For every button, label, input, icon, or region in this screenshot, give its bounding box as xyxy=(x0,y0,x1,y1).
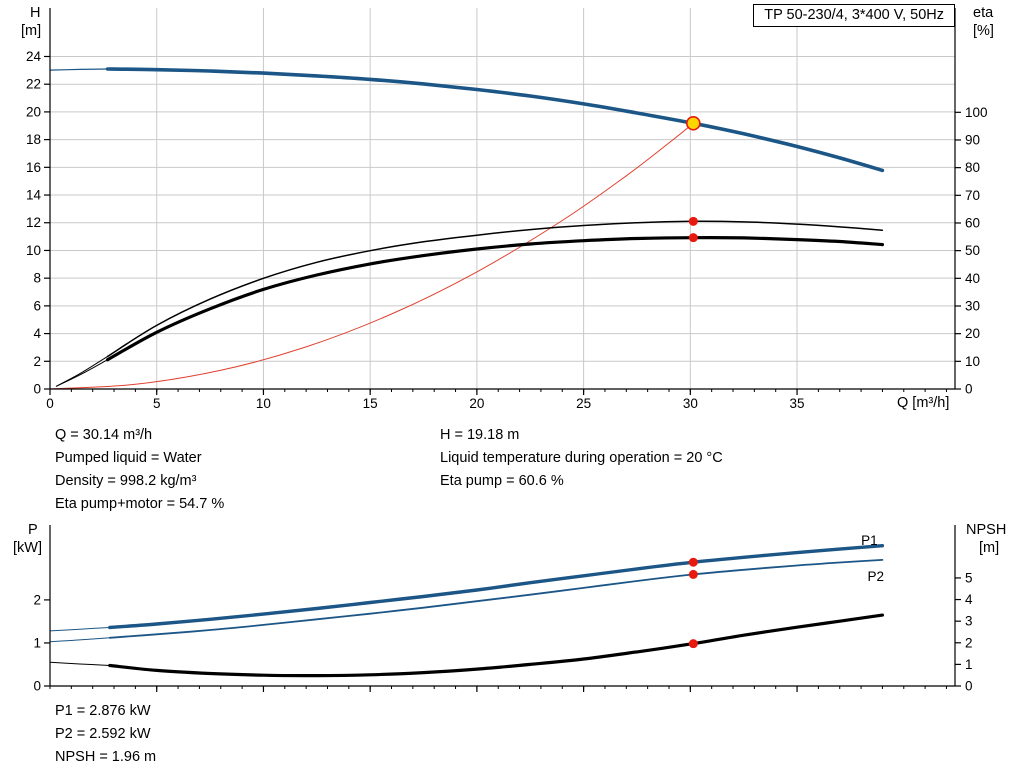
y-right-tick-label: 70 xyxy=(965,188,980,203)
p-axis-label: P xyxy=(28,522,38,538)
info-density: Density = 998.2 kg/m³ xyxy=(55,473,197,489)
h-q-curve xyxy=(105,67,885,173)
y-left-tick-label: 22 xyxy=(26,77,41,92)
y-right-tick-label: 3 xyxy=(965,614,973,629)
eta-pump-motor-curve xyxy=(106,236,884,362)
p-axis-unit: [kW] xyxy=(13,540,42,556)
y-left-tick-label: 0 xyxy=(33,382,41,397)
y-right-tick-label: 90 xyxy=(965,132,980,147)
x-tick-label: 35 xyxy=(790,396,805,411)
h-axis-label: H xyxy=(30,5,41,21)
q-axis-label: Q [m³/h] xyxy=(897,395,950,411)
info-h: H = 19.18 m xyxy=(440,427,520,443)
npsh-point xyxy=(688,639,698,649)
y-left-tick-label: 20 xyxy=(26,104,41,119)
x-tick-label: 5 xyxy=(153,396,161,411)
h-axis-unit: [m] xyxy=(21,23,42,39)
y-right-tick-label: 0 xyxy=(965,382,973,397)
power-info-column: P1 = 2.876 kW P2 = 2.592 kW NPSH = 1.96 … xyxy=(55,700,156,769)
y-left-tick-label: 0 xyxy=(33,679,41,694)
x-tick-label: 10 xyxy=(256,396,271,411)
y-left-tick-label: 24 xyxy=(26,49,42,64)
y-left-tick-label: 4 xyxy=(33,326,41,341)
y-right-tick-label: 0 xyxy=(965,679,973,694)
y-left-tick-label: 1 xyxy=(33,635,41,650)
x-tick-label: 20 xyxy=(469,396,484,411)
curve-label-p2: P2 xyxy=(867,569,884,584)
eta-pump-motor-leader xyxy=(55,359,109,387)
p1-leader xyxy=(49,627,111,632)
npsh-axis-unit: [m] xyxy=(979,540,1000,556)
eta-axis-label: eta xyxy=(973,5,994,21)
x-tick-label: 15 xyxy=(363,396,378,411)
y-left-tick-label: 12 xyxy=(26,215,41,230)
p1-point xyxy=(688,557,698,567)
y-right-tick-label: 60 xyxy=(965,215,980,230)
y-left-tick-label: 2 xyxy=(33,354,41,369)
curve-label-p1: P1 xyxy=(861,533,878,548)
y-left-tick-label: 2 xyxy=(33,592,41,607)
y-right-tick-label: 20 xyxy=(965,326,980,341)
duty-info-column-1: Q = 30.14 m³/h Pumped liquid = Water Den… xyxy=(55,424,224,516)
npsh-leader xyxy=(49,661,111,666)
y-left-tick-label: 10 xyxy=(26,243,41,258)
chart-group: 0 1 2 0 1 2 3 4 5 P1 P2 xyxy=(33,525,973,694)
info-npsh: NPSH = 1.96 m xyxy=(55,749,157,765)
y-right-tick-label: 2 xyxy=(965,635,973,650)
y-right-tick-label: 4 xyxy=(965,592,973,607)
eta-axis-unit: [%] xyxy=(973,23,994,39)
p1-curve xyxy=(108,544,885,630)
y-right-tick-label: 10 xyxy=(965,354,980,369)
info-p1: P1 = 2.876 kW xyxy=(55,703,151,719)
npsh-axis-label: NPSH xyxy=(966,522,1007,538)
y-left-tick-label: 16 xyxy=(26,160,41,175)
system-curve xyxy=(49,122,694,390)
h-q-leader xyxy=(49,68,109,71)
eta-pump-motor-point xyxy=(688,233,698,243)
duty-info-column-2: H = 19.18 m Liquid temperature during op… xyxy=(440,424,723,493)
info-liquid-temperature: Liquid temperature during operation = 20… xyxy=(440,450,723,466)
x-tick-label: 25 xyxy=(576,396,591,411)
eta-pump-point xyxy=(688,216,698,226)
y-left-tick-label: 14 xyxy=(26,188,42,203)
y-right-tick-label: 100 xyxy=(965,105,988,120)
eta-pump-curve xyxy=(106,220,884,358)
y-left-tick-label: 8 xyxy=(33,271,41,286)
chart-group: 0 5 10 15 20 25 30 3502468101214161820222401020… xyxy=(26,8,988,411)
x-tick-label: 0 xyxy=(46,396,54,411)
y-right-tick-label: 50 xyxy=(965,243,980,258)
y-right-tick-label: 40 xyxy=(965,271,980,286)
y-left-tick-label: 18 xyxy=(26,132,41,147)
npsh-curve xyxy=(108,613,884,678)
y-right-tick-label: 5 xyxy=(965,570,973,585)
y-right-tick-label: 30 xyxy=(965,298,980,313)
p2-point xyxy=(688,569,698,579)
duty-point xyxy=(686,115,701,131)
x-tick-label: 30 xyxy=(683,396,698,411)
y-right-tick-label: 80 xyxy=(965,160,980,175)
pump-title-box: TP 50-230/4, 3*400 V, 50Hz xyxy=(753,4,955,27)
info-p2: P2 = 2.592 kW xyxy=(55,726,151,742)
info-eta-pump: Eta pump = 60.6 % xyxy=(440,473,564,489)
p2-curve xyxy=(108,559,884,639)
y-left-tick-label: 6 xyxy=(33,298,41,313)
info-q: Q = 30.14 m³/h xyxy=(55,427,153,443)
info-pumped-liquid: Pumped liquid = Water xyxy=(55,450,202,466)
y-right-tick-label: 1 xyxy=(965,657,973,672)
p2-leader xyxy=(49,637,111,643)
info-eta-pump-motor: Eta pump+motor = 54.7 % xyxy=(55,496,225,512)
